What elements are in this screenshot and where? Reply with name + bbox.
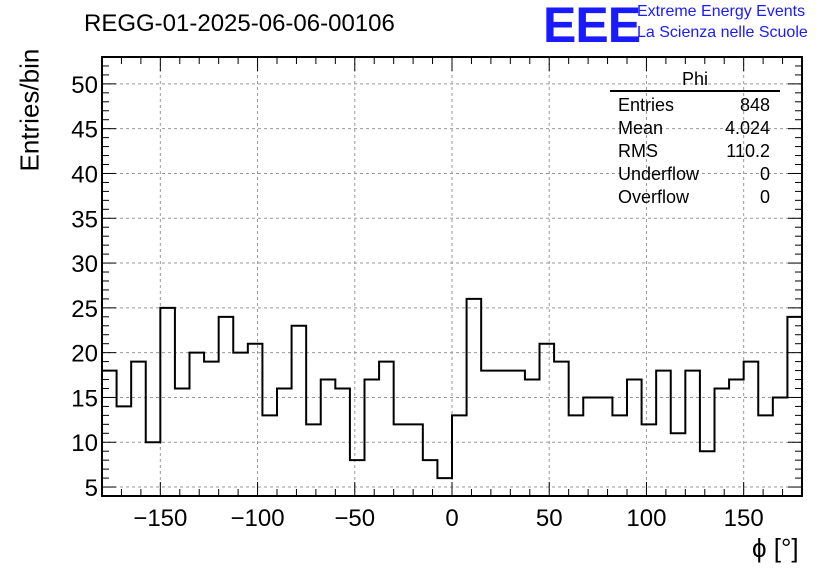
y-tick-label: 15 [71, 385, 98, 412]
stats-title: Phi [610, 68, 780, 92]
x-tick-label: 50 [536, 505, 563, 532]
x-axis-label: ϕ [°] [752, 533, 799, 563]
stats-value: 848 [739, 95, 770, 115]
y-tick-label: 10 [71, 430, 98, 457]
y-tick-label: 50 [71, 72, 98, 99]
y-tick-label: 35 [71, 206, 98, 233]
x-tick-label: 0 [445, 505, 458, 532]
y-tick-label: 45 [71, 117, 98, 144]
histogram-line [102, 297, 803, 480]
x-tick-label: −50 [334, 505, 375, 532]
x-tick-label: 150 [724, 505, 764, 532]
x-tick-label: −100 [231, 505, 285, 532]
y-tick-label: 20 [71, 341, 98, 368]
stats-value: 110.2 [726, 141, 770, 161]
stats-row-overflow: Overflow 0 [610, 186, 780, 209]
stats-label: RMS [618, 141, 658, 161]
stats-row-entries: Entries 848 [610, 94, 780, 117]
stats-row-rms: RMS 110.2 [610, 140, 780, 163]
chart-title: REGG-01-2025-06-06-00106 [84, 10, 395, 37]
stats-value: 0 [759, 164, 770, 184]
stats-row-mean: Mean 4.024 [610, 117, 780, 140]
y-tick-label: 40 [71, 161, 98, 188]
y-tick-label: 5 [85, 475, 98, 502]
x-tick-label: 100 [626, 505, 666, 532]
logo-subtitle-line2: La Scienza nelle Scuole [637, 24, 808, 41]
stats-box: Phi Entries 848 Mean 4.024 RMS 110.2 Underf… [610, 68, 780, 209]
stats-label: Entries [618, 95, 675, 115]
stats-label: Underflow [618, 164, 700, 184]
y-tick-label: 30 [71, 251, 98, 278]
logo-subtitle-line1: Extreme Energy Events [637, 3, 806, 20]
stats-row-underflow: Underflow 0 [610, 163, 780, 186]
x-tick-label: −150 [133, 505, 187, 532]
y-tick-label: 25 [71, 296, 98, 323]
eee-logo: EEE [543, 0, 641, 53]
stats-label: Mean [618, 118, 664, 138]
y-axis-label: Entries/bin [14, 48, 45, 172]
stats-label: Overflow [618, 187, 690, 207]
stats-value: 0 [759, 187, 770, 207]
stats-value: 4.024 [724, 118, 770, 138]
